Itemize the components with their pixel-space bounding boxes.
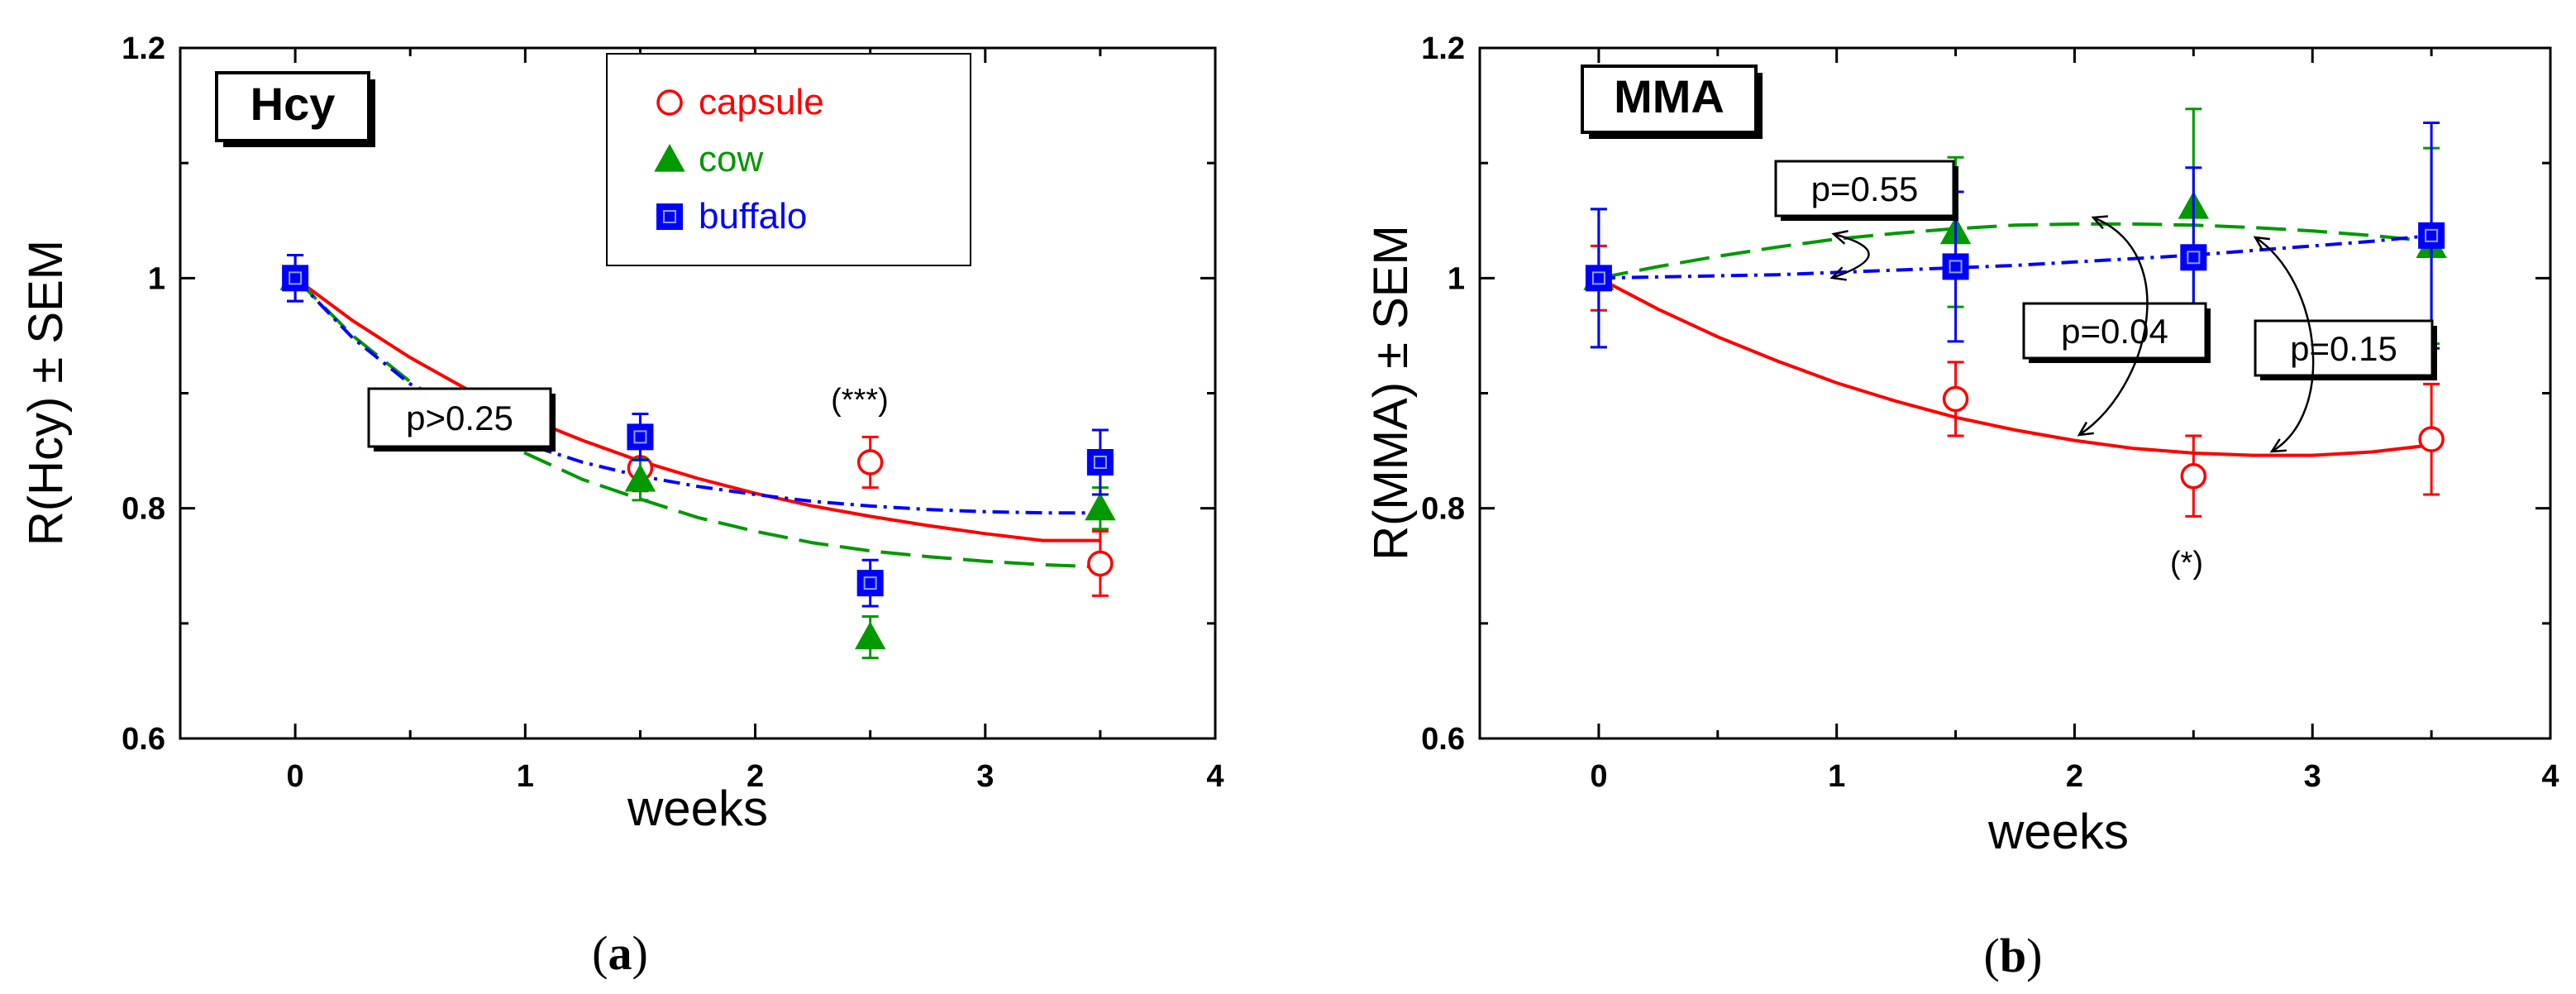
title-box bbox=[1581, 65, 1758, 134]
y-tick-label: 0.6 bbox=[122, 722, 165, 757]
data-point-cow bbox=[1085, 492, 1116, 521]
data-point-cow bbox=[624, 463, 656, 492]
data-point-buffalo bbox=[1086, 449, 1114, 475]
legend-label-capsule: capsule bbox=[699, 82, 824, 122]
annotation-p1: p=0.55 bbox=[1811, 170, 1919, 208]
y-tick-label: 0.8 bbox=[122, 492, 165, 527]
panel-title: MMA bbox=[1614, 70, 1724, 122]
x-tick-label: 4 bbox=[1206, 759, 1224, 794]
annotation-significance: (*) bbox=[2170, 546, 2203, 581]
x-tick-label: 0 bbox=[287, 759, 304, 794]
annotation-arrow bbox=[1831, 232, 1870, 280]
legend-marker-cow bbox=[654, 143, 685, 172]
annotation-significance: (***) bbox=[831, 383, 889, 418]
x-axis-label: weeks bbox=[627, 781, 768, 836]
annotation-box bbox=[2254, 319, 2434, 377]
x-tick-label: 2 bbox=[747, 759, 764, 794]
arrow-head bbox=[2077, 421, 2094, 437]
panel-label-close: ) bbox=[632, 926, 648, 980]
data-point-capsule bbox=[2418, 426, 2445, 452]
x-tick-label: 4 bbox=[2541, 759, 2559, 794]
fit-line-buffalo bbox=[1598, 233, 2432, 280]
arrow-head bbox=[1829, 266, 1847, 281]
x-tick-label: 2 bbox=[2066, 759, 2083, 794]
legend-marker-buffalo-inner bbox=[663, 210, 676, 223]
data-point-capsule bbox=[1942, 385, 1969, 413]
panel-label-open: ( bbox=[1984, 929, 2000, 982]
annotation-p2: p=0.04 bbox=[2061, 312, 2168, 351]
chart-panel-b: 0 1 2 3 4 0.6 0.8 1 1.2 weeks R(MMA) ± SEM MMA (b) p=… bbox=[1364, 31, 2559, 982]
data-point-buffalo bbox=[856, 570, 884, 597]
legend-marker-capsule bbox=[656, 89, 683, 116]
arrow-head bbox=[2091, 215, 2108, 230]
data-point-buffalo-inner bbox=[1591, 271, 1605, 285]
data-point-buffalo-inner bbox=[633, 430, 647, 444]
data-point-buffalo-inner bbox=[289, 271, 303, 285]
data-point-buffalo-inner bbox=[2187, 251, 2201, 265]
panel-label-letter: a bbox=[608, 926, 632, 980]
x-tick-label: 1 bbox=[517, 759, 534, 794]
data-point-buffalo-inner bbox=[863, 576, 877, 590]
data-point-buffalo-inner bbox=[1949, 260, 1963, 274]
x-tick-label: 3 bbox=[2304, 759, 2321, 794]
x-tick-label: 3 bbox=[976, 759, 994, 794]
panel-title: Hcy bbox=[250, 78, 336, 130]
annotation-pvalue: p>0.25 bbox=[406, 399, 513, 437]
y-tick-label: 1 bbox=[1448, 261, 1465, 296]
arrow-head bbox=[2269, 438, 2287, 453]
data-point-capsule bbox=[856, 449, 884, 475]
panel-label-close: ) bbox=[2026, 929, 2042, 982]
panel-label-open: ( bbox=[592, 926, 608, 980]
title-box bbox=[215, 71, 370, 142]
panel-label: (a) bbox=[592, 926, 648, 980]
x-axis-label: weeks bbox=[1987, 804, 2129, 859]
annotation-arrow bbox=[2254, 236, 2315, 453]
y-tick-label: 1 bbox=[148, 261, 165, 296]
data-point-capsule bbox=[2180, 462, 2207, 490]
chart-panel-a: 0 1 2 3 4 0.6 0.8 1 1.2 weeks R(Hcy) ± SEM Hcy (a) ca… bbox=[19, 31, 1224, 980]
annotation-box bbox=[1774, 160, 1955, 217]
x-tick-label: 0 bbox=[1590, 759, 1607, 794]
y-tick-label: 0.6 bbox=[1421, 722, 1465, 757]
annotation-box bbox=[367, 387, 552, 448]
y-tick-label: 1.2 bbox=[122, 31, 165, 66]
data-point-buffalo bbox=[1585, 265, 1612, 292]
y-axis-label: R(MMA) ± SEM bbox=[1364, 225, 1418, 561]
plot-frame bbox=[1478, 46, 2552, 740]
data-point-buffalo bbox=[2418, 222, 2445, 249]
y-tick-label: 0.8 bbox=[1421, 492, 1465, 527]
fit-line-cow bbox=[1598, 222, 2432, 280]
legend-marker-buffalo bbox=[656, 203, 683, 230]
annotation-arrow bbox=[2078, 216, 2149, 437]
legend-label-cow: cow bbox=[699, 139, 763, 179]
fit-line-capsule bbox=[1597, 276, 2432, 457]
x-tick-label: 1 bbox=[1828, 759, 1845, 794]
data-point-buffalo-inner bbox=[1093, 456, 1107, 469]
y-axis-label: R(Hcy) ± SEM bbox=[19, 240, 73, 546]
fit-line-capsule bbox=[293, 276, 1100, 542]
data-point-buffalo bbox=[282, 265, 309, 292]
data-point-cow bbox=[854, 621, 886, 650]
legend-label-buffalo: buffalo bbox=[699, 196, 807, 237]
panel-label-letter: b bbox=[2000, 929, 2026, 982]
data-point-buffalo bbox=[627, 423, 654, 451]
arrow-head bbox=[1831, 230, 1849, 245]
panel-label: (b) bbox=[1984, 929, 2043, 982]
arrow-head bbox=[2253, 236, 2270, 251]
data-point-buffalo-inner bbox=[2425, 228, 2439, 242]
annotation-p3: p=0.15 bbox=[2290, 329, 2397, 368]
data-point-buffalo bbox=[2180, 244, 2207, 271]
data-point-buffalo bbox=[1942, 253, 1969, 280]
data-point-capsule bbox=[1087, 550, 1114, 577]
y-tick-label: 1.2 bbox=[1421, 31, 1465, 66]
annotation-box bbox=[2022, 302, 2207, 360]
